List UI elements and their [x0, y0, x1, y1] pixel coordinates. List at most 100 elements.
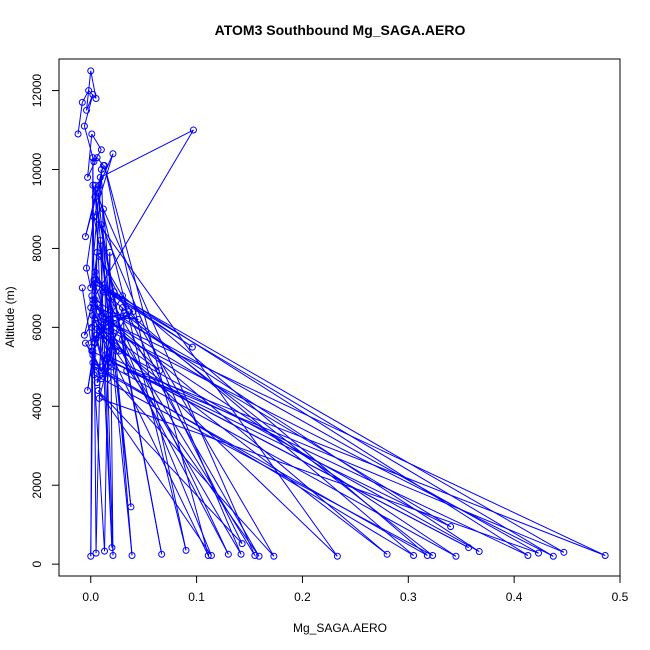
data-point	[88, 130, 96, 138]
data-point	[102, 315, 110, 323]
data-point	[87, 304, 95, 312]
data-point	[93, 379, 101, 387]
data-point	[93, 248, 101, 256]
data-point	[89, 300, 97, 308]
data-point	[80, 331, 88, 339]
data-point	[237, 550, 245, 558]
series-segment	[107, 358, 469, 549]
data-point	[91, 280, 99, 288]
data-point	[91, 181, 99, 189]
series-segment	[122, 339, 212, 556]
data-point	[98, 323, 106, 331]
data-point	[92, 335, 100, 343]
data-point	[90, 371, 98, 379]
data-point	[85, 87, 93, 95]
data-point	[255, 552, 263, 560]
data-point	[83, 106, 91, 114]
series-segment	[100, 169, 114, 556]
x-tick-label: 0.3	[400, 590, 417, 604]
data-point	[452, 552, 460, 560]
data-point	[91, 315, 99, 323]
y-tick-label: 0	[30, 561, 44, 568]
series-segment	[119, 350, 480, 552]
data-point	[89, 181, 97, 189]
data-point	[109, 551, 117, 559]
data-point	[110, 288, 118, 296]
y-tick-label: 2000	[30, 472, 44, 499]
series-segment	[92, 303, 539, 554]
data-point	[204, 551, 212, 559]
series-segment	[104, 165, 209, 556]
series-segment	[92, 157, 97, 554]
series-segment	[83, 125, 95, 162]
data-point	[80, 122, 88, 130]
series-points	[74, 67, 609, 560]
data-point	[106, 248, 114, 256]
series-segment	[104, 287, 565, 553]
data-point	[89, 154, 97, 162]
series-segment	[98, 326, 160, 372]
data-point	[99, 315, 107, 323]
series-segment	[94, 271, 260, 557]
data-point	[107, 327, 115, 335]
data-point	[270, 552, 278, 560]
data-point	[81, 233, 89, 241]
y-tick-label: 8000	[30, 235, 44, 262]
data-point	[108, 544, 116, 552]
series-segment	[93, 216, 338, 557]
series-segment	[97, 390, 212, 556]
data-point	[423, 551, 431, 559]
data-point	[95, 252, 103, 260]
x-tick-label: 0.0	[82, 590, 99, 604]
series-segment	[93, 279, 98, 304]
series-segment	[102, 326, 554, 557]
series-segment	[81, 90, 90, 103]
data-point	[96, 173, 104, 181]
data-point	[97, 367, 105, 375]
data-point	[89, 312, 97, 320]
series-segment	[98, 327, 338, 557]
data-point	[93, 154, 101, 162]
series-segment	[105, 319, 451, 528]
series-segment	[102, 208, 133, 556]
x-tick-label: 0.2	[294, 590, 311, 604]
series-segment	[94, 271, 229, 555]
y-tick-label: 6000	[30, 314, 44, 341]
data-point	[109, 150, 117, 158]
data-point	[102, 351, 110, 359]
data-point	[94, 387, 102, 395]
data-point	[96, 237, 104, 245]
data-point	[134, 315, 142, 323]
data-point	[92, 319, 100, 327]
series-lines	[77, 70, 606, 557]
data-point	[188, 343, 196, 351]
series-segment	[110, 331, 229, 555]
series-segment	[91, 326, 388, 555]
data-point	[534, 549, 542, 557]
series-segment	[100, 129, 194, 178]
series-segment	[77, 102, 83, 135]
series-segment	[100, 224, 242, 555]
data-point	[87, 552, 95, 560]
data-point	[101, 367, 109, 375]
data-point	[251, 551, 259, 559]
data-point	[98, 363, 106, 371]
data-point	[383, 550, 391, 558]
data-point	[91, 296, 99, 304]
series-segment	[105, 311, 130, 356]
data-point	[89, 359, 97, 367]
data-point	[78, 284, 86, 292]
series-segment	[90, 351, 94, 557]
data-point	[91, 268, 99, 276]
data-point	[123, 367, 131, 375]
x-tick-label: 0.5	[612, 590, 629, 604]
data-point	[158, 550, 166, 558]
series-segment	[92, 185, 256, 556]
data-point	[93, 300, 101, 308]
series-segment	[94, 279, 529, 556]
data-point	[94, 189, 102, 197]
data-point	[81, 339, 89, 347]
data-point	[524, 551, 532, 559]
data-point	[74, 130, 82, 138]
